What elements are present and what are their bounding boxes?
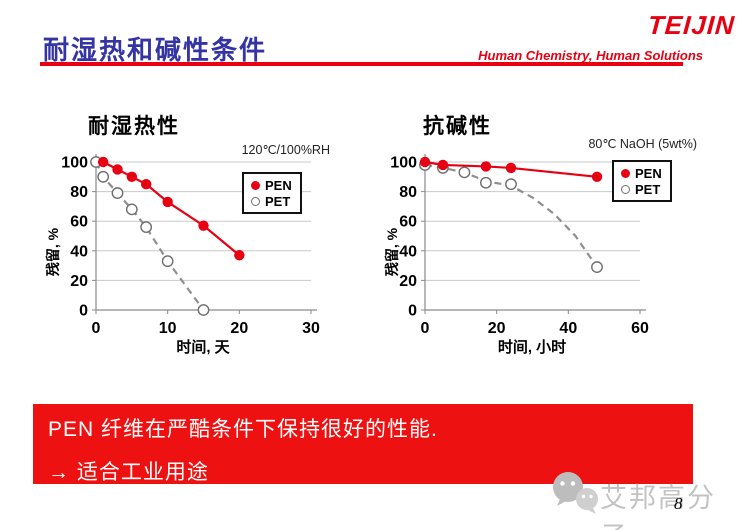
chart-title: 抗碱性 (423, 115, 492, 138)
wechat-icon (553, 472, 598, 514)
chart-alkali-resistance: 抗碱性 80℃ NaOH (5wt%) 残留, % 0 20 40 60 80 100 0 2… (360, 100, 725, 380)
pen-filled-circle-marker-icon (251, 180, 260, 190)
legend-item-pet: PET (251, 193, 292, 209)
title-underline-rule (40, 62, 683, 66)
svg-text:80: 80 (70, 184, 88, 201)
pen-filled-circle-marker-icon (621, 168, 630, 178)
legend-item-pet: PET (621, 181, 662, 197)
svg-text:100: 100 (61, 155, 88, 172)
page-title: 耐湿热和碱性条件 (43, 35, 268, 65)
teijin-logo: TEIJIN (647, 10, 737, 40)
svg-text:20: 20 (230, 320, 248, 337)
svg-text:20: 20 (488, 320, 506, 337)
svg-text:60: 60 (631, 320, 649, 337)
page-number: 8 (674, 494, 683, 513)
series-pet (419, 159, 603, 273)
svg-text:100: 100 (390, 155, 417, 172)
svg-text:0: 0 (408, 303, 417, 320)
pet-open-circle-marker-icon (621, 184, 630, 194)
legend-item-pen: PEN (621, 165, 662, 181)
legend-item-pen: PEN (251, 177, 292, 193)
legend-label-pet: PET (265, 193, 291, 209)
series-pen (419, 156, 603, 182)
svg-text:40: 40 (559, 320, 577, 337)
legend-label-pet: PET (635, 181, 661, 197)
svg-text:20: 20 (399, 273, 417, 290)
legend-label-pen: PEN (635, 165, 662, 181)
legend-label-pen: PEN (265, 177, 292, 193)
banner-line-1: PEN 纤维在严酷条件下保持很好的性能. (48, 418, 438, 441)
legend: PEN PET (242, 172, 302, 214)
x-axis-label: 时间, 小时 (497, 339, 567, 356)
chart-condition: 80℃ NaOH (5wt%) (588, 137, 697, 151)
legend: PEN PET (612, 160, 672, 202)
series-pet (90, 156, 210, 316)
banner-line-2: → 适合工业用途 (48, 461, 209, 484)
pet-open-circle-marker-icon (251, 196, 260, 206)
svg-text:60: 60 (399, 214, 417, 231)
x-axis-label: 时间, 天 (176, 339, 230, 356)
svg-text:0: 0 (421, 320, 430, 337)
svg-text:40: 40 (70, 243, 88, 260)
watermark-text: 艾邦高分子 (600, 483, 716, 530)
plot-area: 0 20 40 60 80 100 0 10 20 30 (61, 154, 320, 337)
svg-text:10: 10 (159, 320, 177, 337)
plot-area: 0 20 40 60 80 100 0 20 40 60 (390, 154, 649, 337)
conclusion-banner: PEN 纤维在严酷条件下保持很好的性能. → 适合工业用途 (33, 404, 693, 484)
chart-moisture-heat: 耐湿热性 120℃/100%RH 残留, % 0 20 40 60 80 100 0 10 20… (30, 100, 365, 380)
svg-text:0: 0 (79, 303, 88, 320)
svg-text:20: 20 (70, 273, 88, 290)
series-pen (97, 156, 245, 261)
svg-text:40: 40 (399, 243, 417, 260)
logo-tagline: Human Chemistry, Human Solutions (478, 48, 703, 63)
svg-text:30: 30 (302, 320, 320, 337)
chart-condition: 120℃/100%RH (241, 143, 330, 157)
svg-text:60: 60 (70, 214, 88, 231)
chart-title: 耐湿热性 (88, 115, 180, 138)
svg-text:80: 80 (399, 184, 417, 201)
svg-text:0: 0 (92, 320, 101, 337)
